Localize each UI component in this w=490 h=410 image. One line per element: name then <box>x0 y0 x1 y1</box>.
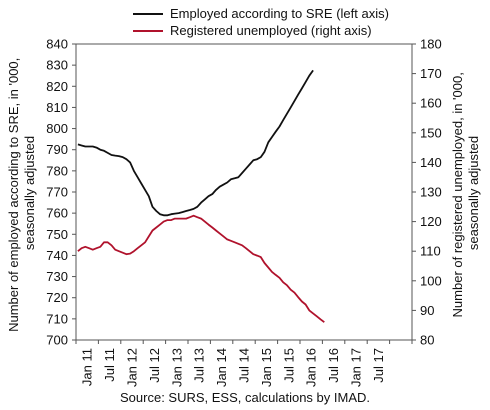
x-tick-label: Jan 17 <box>349 348 364 387</box>
left-axis-title-line-1: Number of employed according to SRE, in … <box>6 58 21 332</box>
right-tick-label: 110 <box>420 244 441 259</box>
left-tick-label: 710 <box>46 311 68 326</box>
left-tick-label: 700 <box>46 333 68 348</box>
left-axis-title-line-2: seasonally adjusted <box>22 136 37 250</box>
x-tick-label: Jan 16 <box>304 348 319 387</box>
legend-label-employed: Employed according to SRE (left axis) <box>170 6 389 21</box>
right-tick-label: 140 <box>420 155 442 170</box>
x-tick-label: Jan 13 <box>169 348 184 387</box>
left-axis-ticks: 700 710 720 730 740 750 760 770 780 790 800 810 820 8… <box>46 37 76 348</box>
plot-area <box>75 43 413 341</box>
right-tick-label: 170 <box>420 66 442 81</box>
left-tick-label: 780 <box>46 163 68 178</box>
x-tick-label: Jan 11 <box>80 348 95 386</box>
right-axis-title-line-2: seasonally adjusted <box>466 136 481 250</box>
right-tick-label: 130 <box>420 185 442 200</box>
x-tick-label: Jul 13 <box>192 348 207 383</box>
left-tick-label: 730 <box>46 269 68 284</box>
right-axis-title-line-1: Number of registered unemployed, in '000… <box>450 72 465 317</box>
x-tick-label: Jul 11 <box>102 348 117 382</box>
legend-label-unemployed: Registered unemployed (right axis) <box>170 23 372 38</box>
x-tick-label: Jul 16 <box>326 348 341 383</box>
right-tick-label: 120 <box>420 214 442 229</box>
right-tick-label: 100 <box>420 273 442 288</box>
right-tick-label: 150 <box>420 125 442 140</box>
right-axis-title: Number of registered unemployed, in '000… <box>450 69 481 318</box>
x-tick-label: Jul 17 <box>371 348 386 383</box>
right-axis-ticks: 80 90 100 110 120 130 140 150 160 170 180 <box>412 37 442 348</box>
left-tick-label: 760 <box>46 206 68 221</box>
left-tick-label: 740 <box>46 248 68 263</box>
legend: Employed according to SRE (left axis) Re… <box>133 6 389 38</box>
series-line-unemployed <box>77 214 325 323</box>
x-tick-label: Jan 15 <box>259 348 274 387</box>
x-axis-ticks: Jan 11 Jul 11 Jan 12 Jul 12 Jan 13 Jul 13 Jan … <box>75 340 413 387</box>
left-tick-label: 820 <box>46 79 68 94</box>
left-tick-label: 720 <box>46 290 68 305</box>
left-tick-label: 750 <box>46 227 68 242</box>
x-tick-label: Jul 12 <box>147 348 162 383</box>
left-tick-label: 840 <box>46 37 68 52</box>
series-line-employed <box>77 69 314 217</box>
left-tick-label: 800 <box>46 121 68 136</box>
left-tick-label: 770 <box>46 185 68 200</box>
right-tick-label: 180 <box>420 37 442 52</box>
left-tick-label: 790 <box>46 142 68 157</box>
x-tick-label: Jan 14 <box>214 348 229 387</box>
x-tick-label: Jul 14 <box>237 348 252 383</box>
source-note: Source: SURS, ESS, calculations by IMAD. <box>120 390 370 405</box>
x-tick-label: Jan 12 <box>125 348 140 387</box>
series-layer <box>77 69 325 323</box>
left-tick-label: 810 <box>46 100 68 115</box>
right-tick-label: 160 <box>420 96 442 111</box>
right-tick-label: 80 <box>420 333 434 348</box>
x-tick-label: Jul 15 <box>281 348 296 383</box>
right-tick-label: 90 <box>420 303 434 318</box>
left-axis-title: Number of employed according to SRE, in … <box>6 54 37 332</box>
left-tick-label: 830 <box>46 58 68 73</box>
